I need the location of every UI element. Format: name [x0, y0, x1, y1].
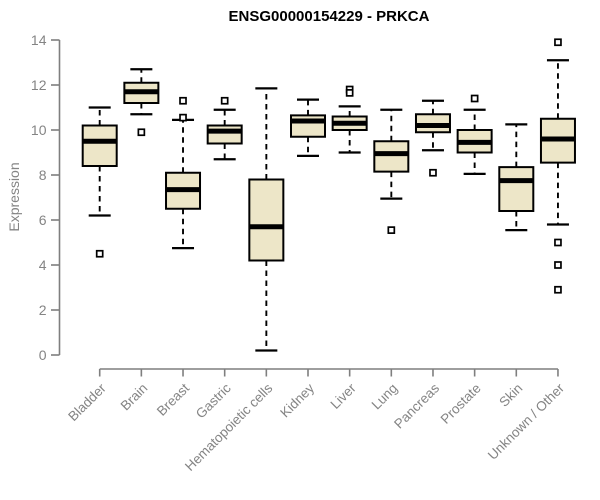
y-tick-label: 4: [39, 257, 47, 273]
x-category-label-lung: Lung: [369, 381, 401, 413]
x-category-label-gastric: Gastric: [193, 380, 234, 421]
boxplot-kidney: [290, 98, 326, 157]
outlier-point: [137, 128, 146, 137]
y-tick-label: 14: [31, 32, 47, 48]
outlier-point: [554, 38, 562, 47]
iqr-box: [248, 178, 285, 262]
outlier-point: [179, 96, 187, 105]
boxplot-brain: [123, 68, 160, 137]
x-category-label-breast: Breast: [154, 380, 192, 418]
y-tick-label: 2: [39, 302, 47, 318]
iqr-box: [81, 124, 118, 167]
boxplot-skin: [498, 123, 535, 232]
outlier-point: [345, 89, 354, 97]
x-category-label-pancreas: Pancreas: [391, 380, 442, 431]
boxplot-liver: [331, 85, 368, 154]
y-tick-label: 0: [39, 347, 47, 363]
boxplot-hematopoietic-cells: [248, 87, 285, 352]
x-category-label-skin: Skin: [496, 381, 525, 410]
y-tick-label: 10: [31, 122, 47, 138]
outlier-point: [95, 249, 104, 258]
x-category-label-bladder: Bladder: [65, 380, 109, 424]
iqr-box: [498, 166, 535, 212]
x-category-label-kidney: Kidney: [277, 380, 317, 420]
y-tick-label: 12: [31, 77, 47, 93]
boxplot-prostate: [456, 94, 493, 175]
x-category-label-unknown-other: Unknown / Other: [485, 380, 568, 463]
boxplot-breast: [165, 96, 202, 250]
outlier-point: [429, 168, 437, 177]
x-category-label-liver: Liver: [327, 380, 359, 412]
chart-title: ENSG00000154229 - PRKCA: [228, 8, 430, 25]
outlier-point: [220, 96, 229, 105]
boxplot-gastric: [206, 96, 243, 161]
iqr-box: [373, 140, 410, 173]
boxplot-lung: [373, 108, 410, 234]
y-tick-label: 8: [39, 167, 47, 183]
boxplot-bladder: [81, 106, 118, 258]
y-axis: 0 2 4 6 8 10 12 14: [31, 32, 61, 363]
x-category-label-prostate: Prostate: [438, 381, 484, 427]
y-tick-label: 6: [39, 212, 47, 228]
outlier-point: [387, 226, 396, 234]
outlier-point: [554, 238, 562, 247]
boxplot-unknown-other: [539, 38, 576, 294]
outlier-point: [554, 285, 562, 294]
x-category-label-brain: Brain: [118, 381, 151, 414]
outlier-point: [470, 94, 479, 103]
boxplot-pancreas: [414, 99, 451, 177]
outlier-point: [179, 113, 187, 122]
outlier-point: [554, 261, 562, 269]
iqr-box: [206, 124, 243, 145]
